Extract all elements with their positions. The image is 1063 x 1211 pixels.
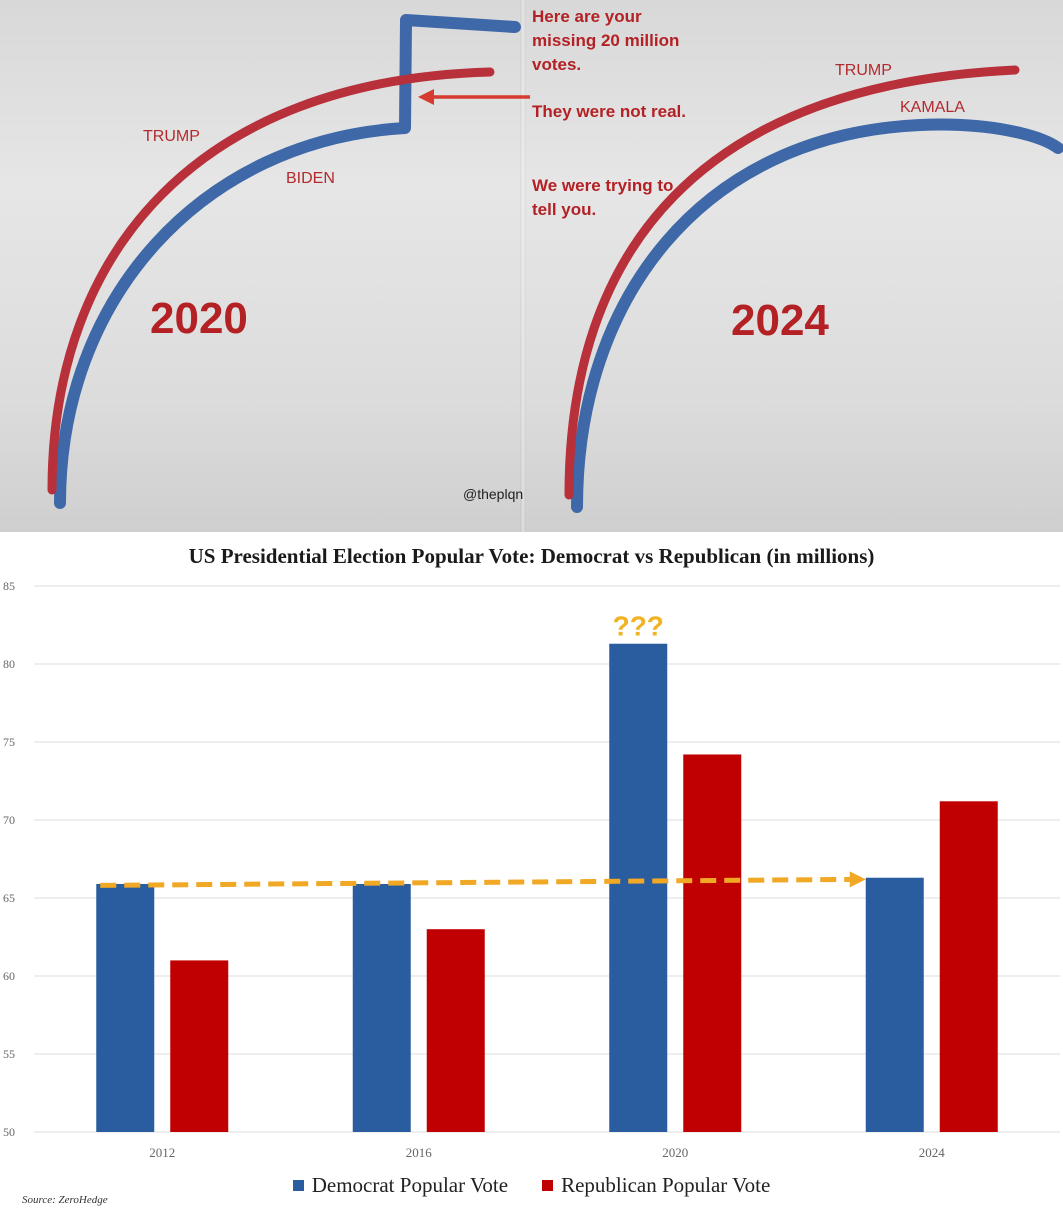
bar-democrat-2020: [609, 643, 668, 1132]
legend-label-democrat: Democrat Popular Vote: [311, 1173, 509, 1197]
paper-fold: [520, 0, 526, 532]
trump-2020-curve: [47, 67, 495, 495]
trend-arrow-head: [849, 871, 866, 888]
y-tick-label: 65: [3, 891, 15, 905]
y-tick-label: 50: [3, 1125, 15, 1139]
legend-swatch-republican: [542, 1180, 554, 1191]
y-tick-label: 70: [3, 813, 15, 827]
year-2024-label: 2024: [731, 296, 829, 345]
bar-republican-2020: [683, 754, 742, 1132]
y-tick-label: 60: [3, 969, 15, 983]
bar-republican-2012: [170, 960, 229, 1132]
bar-democrat-2016: [352, 883, 411, 1132]
bar-democrat-2024: [865, 877, 924, 1132]
trump-2024-label: TRUMP: [835, 62, 892, 79]
bar-democrat-2012: [96, 883, 155, 1132]
legend-label-republican: Republican Popular Vote: [561, 1173, 771, 1197]
chart-source: Source: ZeroHedge: [22, 1194, 108, 1206]
y-tick-label: 55: [3, 1047, 15, 1061]
x-tick-label: 2020: [662, 1145, 688, 1160]
kamala-2024-label: KAMALA: [900, 99, 965, 116]
x-tick-label: 2016: [406, 1145, 433, 1160]
biden-2020-label: BIDEN: [286, 170, 335, 187]
trump-2020-label: TRUMP: [143, 128, 200, 145]
author-handle: @theplqn: [463, 486, 524, 502]
note-trying-to-tell: We were trying to tell you.: [532, 176, 674, 219]
y-tick-label: 85: [3, 579, 15, 593]
y-tick-label: 80: [3, 657, 15, 671]
bar-republican-2016: [426, 929, 485, 1132]
chart-plot: 50 55 60 65 70 75 80 85 2012 2016 2020 2024???: [3, 579, 1060, 1160]
vote-chart: US Presidential Election Popular Vote: D…: [0, 532, 1063, 1211]
meme-curves: [47, 14, 1063, 513]
red-arrow-head: [418, 89, 434, 105]
chart-title: US Presidential Election Popular Vote: D…: [188, 544, 875, 568]
legend-swatch-democrat: [292, 1180, 304, 1191]
legend-item-republican: Republican Popular Vote: [542, 1173, 770, 1198]
trump-2024-curve: [564, 65, 1020, 500]
kamala-2024-curve: [571, 118, 1063, 513]
x-tick-label: 2012: [149, 1145, 175, 1160]
chart-legend: Democrat Popular Vote Republican Popular…: [0, 1173, 1063, 1198]
note-not-real: They were not real.: [532, 102, 686, 121]
meme-panel: TRUMP BIDEN 2020 TRUMP KAMALA 2024 Here …: [0, 0, 1063, 532]
year-2020-label: 2020: [150, 294, 248, 343]
note-missing-votes: Here are your missing 20 million votes.: [532, 7, 680, 74]
trend-arrow-line: [100, 876, 852, 888]
x-tick-label: 2024: [919, 1145, 946, 1160]
biden-2020-curve: [54, 14, 521, 509]
y-tick-label: 75: [3, 735, 15, 749]
legend-item-democrat: Democrat Popular Vote: [292, 1173, 509, 1198]
bar-republican-2024: [939, 801, 998, 1132]
question-annotation: ???: [613, 611, 664, 642]
